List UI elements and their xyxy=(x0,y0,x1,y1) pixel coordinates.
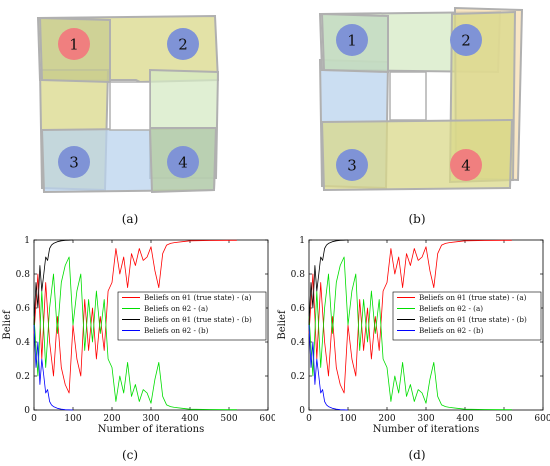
legend-entry: Beliefs on θ2 - (a) xyxy=(419,304,483,313)
x-tick-label: 200 xyxy=(103,414,120,424)
node-3-label: 3 xyxy=(69,154,79,172)
legend-entry: Beliefs on θ1 (true state) - (b) xyxy=(419,315,527,324)
legend-box xyxy=(117,291,267,341)
caption-b: (b) xyxy=(408,212,426,226)
chart-c: 0 100 200 300 400 500 600 0 0.2 0.4 0.6 0.8 1 Number … xyxy=(2,236,275,435)
center-hole xyxy=(389,71,427,121)
x-tick-label: 400 xyxy=(456,414,473,424)
x-tick-label: 500 xyxy=(220,414,237,424)
node-4-label: 4 xyxy=(178,154,188,172)
y-tick-label: 0.4 xyxy=(291,338,306,348)
y-tick-label: 0.6 xyxy=(291,304,306,314)
x-tick-label: 300 xyxy=(417,414,434,424)
y-tick-label: 0.4 xyxy=(16,338,31,348)
x-tick-label: 600 xyxy=(259,414,275,424)
caption-d: (d) xyxy=(408,448,426,462)
center-hole xyxy=(109,81,151,131)
node-1 xyxy=(336,24,368,56)
x-tick-label: 0 xyxy=(31,414,37,424)
y-tick-label: 0.6 xyxy=(16,304,31,314)
chart-d: 0 100 200 300 400 500 600 0 0.2 0.4 0.6 0.8 1 Number … xyxy=(277,236,550,435)
node-1 xyxy=(58,28,90,60)
node-3 xyxy=(58,146,90,178)
node-1-label: 1 xyxy=(347,32,357,50)
node-1-label: 1 xyxy=(69,36,79,54)
node-2 xyxy=(450,24,482,56)
x-tick-label: 500 xyxy=(495,414,512,424)
series-line-3 xyxy=(33,239,74,326)
x-tick-label: 100 xyxy=(339,414,356,424)
y-tick-label: 0.8 xyxy=(291,270,306,280)
legend-box xyxy=(392,291,542,341)
series-line-4 xyxy=(33,324,74,411)
x-tick-label: 600 xyxy=(534,414,550,424)
legend-entry: Beliefs on θ2 - (b) xyxy=(144,326,209,335)
legend-entry: Beliefs on θ1 (true state) - (b) xyxy=(144,315,252,324)
series-line-3 xyxy=(308,239,349,326)
series-line-4 xyxy=(308,324,349,411)
node-3-label: 3 xyxy=(347,157,357,175)
series-line-2 xyxy=(308,256,512,411)
y-axis-label: Belief xyxy=(277,309,288,340)
x-tick-label: 200 xyxy=(378,414,395,424)
x-tick-label: 300 xyxy=(142,414,159,424)
diagram-b: 1 2 3 4 xyxy=(318,6,524,192)
x-tick-label: 400 xyxy=(181,414,198,424)
x-tick-label: 100 xyxy=(64,414,81,424)
node-4-label: 4 xyxy=(461,157,471,175)
legend-entry: Beliefs on θ2 - (a) xyxy=(144,304,208,313)
x-tick-label: 0 xyxy=(306,414,312,424)
caption-c: (c) xyxy=(121,448,139,462)
diagram-a: 1 2 3 4 xyxy=(36,14,220,194)
node-2 xyxy=(167,28,199,60)
y-tick-label: 1 xyxy=(299,236,305,246)
y-axis-label: Belief xyxy=(2,309,13,340)
legend-entry: Beliefs on θ1 (true state) - (a) xyxy=(144,293,252,302)
legend-entry: Beliefs on θ2 - (b) xyxy=(419,326,484,335)
y-tick-label: 0.8 xyxy=(16,270,31,280)
node-4 xyxy=(167,146,199,178)
y-tick-label: 0.2 xyxy=(16,372,30,382)
series-line-1 xyxy=(308,239,512,394)
y-tick-label: 0 xyxy=(299,406,305,416)
node-3 xyxy=(336,149,368,181)
y-tick-label: 0.2 xyxy=(291,372,305,382)
node-2-label: 2 xyxy=(178,36,188,54)
y-tick-label: 1 xyxy=(24,236,30,246)
node-2-label: 2 xyxy=(461,32,471,50)
x-axis-label: Number of iterations xyxy=(98,424,205,435)
series-line-1 xyxy=(33,239,237,394)
legend-entry: Beliefs on θ1 (true state) - (a) xyxy=(419,293,527,302)
y-tick-label: 0 xyxy=(24,406,30,416)
caption-a: (a) xyxy=(121,212,139,226)
x-axis-label: Number of iterations xyxy=(373,424,480,435)
series-line-2 xyxy=(33,256,237,411)
node-4 xyxy=(450,149,482,181)
